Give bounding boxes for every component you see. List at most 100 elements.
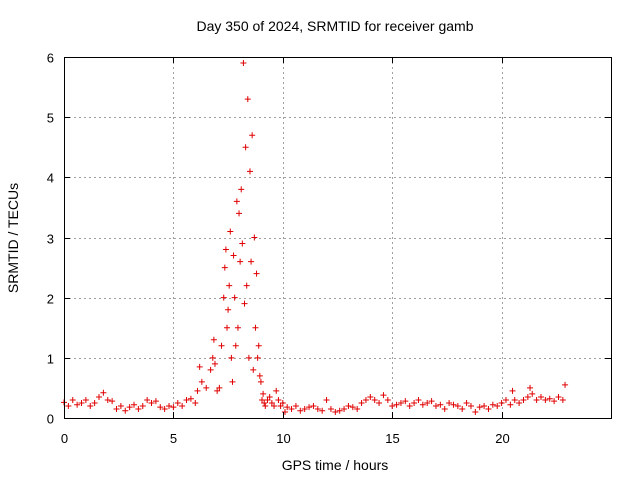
data-point [428,398,435,405]
chart-title: Day 350 of 2024, SRMTID for receiver gam… [196,18,473,34]
x-axis-label: GPS time / hours [282,457,389,473]
data-point [371,396,378,403]
data-point [362,396,369,403]
data-point [380,392,387,399]
data-point [259,396,266,403]
y-tick-label: 6 [47,51,54,66]
data-point [476,404,483,411]
data-point [69,396,76,403]
data-point [131,401,138,408]
data-point [179,402,186,409]
data-point [218,342,225,349]
data-point [345,402,352,409]
data-point [314,405,321,412]
data-point [244,96,251,103]
data-point [327,405,334,412]
data-point [494,402,501,409]
y-tick-label: 2 [47,292,54,307]
data-point [467,402,474,409]
data-point [196,363,203,370]
data-point [211,360,218,367]
data-point [170,404,177,411]
data-point [87,402,94,409]
data-point [393,401,400,408]
data-point [402,398,409,405]
data-point [152,398,159,405]
data-point [237,258,244,265]
data-point [233,198,240,205]
data-point [511,396,518,403]
data-point [358,399,365,406]
data-point [135,405,142,412]
data-point [230,252,237,259]
axis-ticks [64,57,611,419]
data-point [100,389,107,396]
data-point [529,390,536,397]
x-tick-label: 10 [276,431,290,446]
data-point [551,398,558,405]
data-point [498,399,505,406]
data-point [242,144,249,151]
data-point [323,396,330,403]
data-point [139,402,146,409]
data-point [221,264,228,271]
x-tick-labels: 0 5 10 15 20 [61,431,510,446]
data-point [268,399,275,406]
data-point [251,234,258,241]
data-point [459,405,466,412]
data-point [260,390,267,397]
data-point [214,387,221,394]
data-point [209,354,216,361]
data-point [273,387,280,394]
data-point [91,399,98,406]
data-point [229,378,236,385]
data-point [354,405,361,412]
x-tick-label: 0 [61,431,68,446]
data-point [236,210,243,217]
data-point [254,354,261,361]
data-point [161,405,168,412]
data-point [384,396,391,403]
data-point [234,324,241,331]
data-point [516,399,523,406]
data-point [546,395,553,402]
y-tick-label: 3 [47,232,54,247]
data-point [117,402,124,409]
x-tick-label: 15 [385,431,399,446]
data-point [241,300,248,307]
data-point [288,405,295,412]
data-point [261,399,268,406]
data-point [183,396,190,403]
data-point [203,384,210,391]
data-point [437,401,444,408]
data-point [520,396,527,403]
data-point [231,294,238,301]
y-tick-label: 1 [47,352,54,367]
data-point [262,402,269,409]
y-tick-label: 0 [47,412,54,427]
data-point [319,407,326,414]
data-point [524,393,531,400]
data-point [104,396,111,403]
data-point [220,294,227,301]
data-point [252,324,259,331]
x-tick-label: 5 [170,431,177,446]
data-point [222,246,229,253]
data-point [472,408,479,415]
data-point [463,399,470,406]
data-point [232,342,239,349]
grid-lines [64,57,611,418]
y-tick-label: 5 [47,111,54,126]
data-point [389,402,396,409]
data-point [542,396,549,403]
data-point [450,401,457,408]
data-point [227,228,234,235]
data-point [441,405,448,412]
data-point [277,402,284,409]
data-point [65,402,72,409]
data-point [555,393,562,400]
data-point [275,396,282,403]
y-axis-label: SRMTID / TECUs [5,183,21,293]
data-point [507,401,514,408]
